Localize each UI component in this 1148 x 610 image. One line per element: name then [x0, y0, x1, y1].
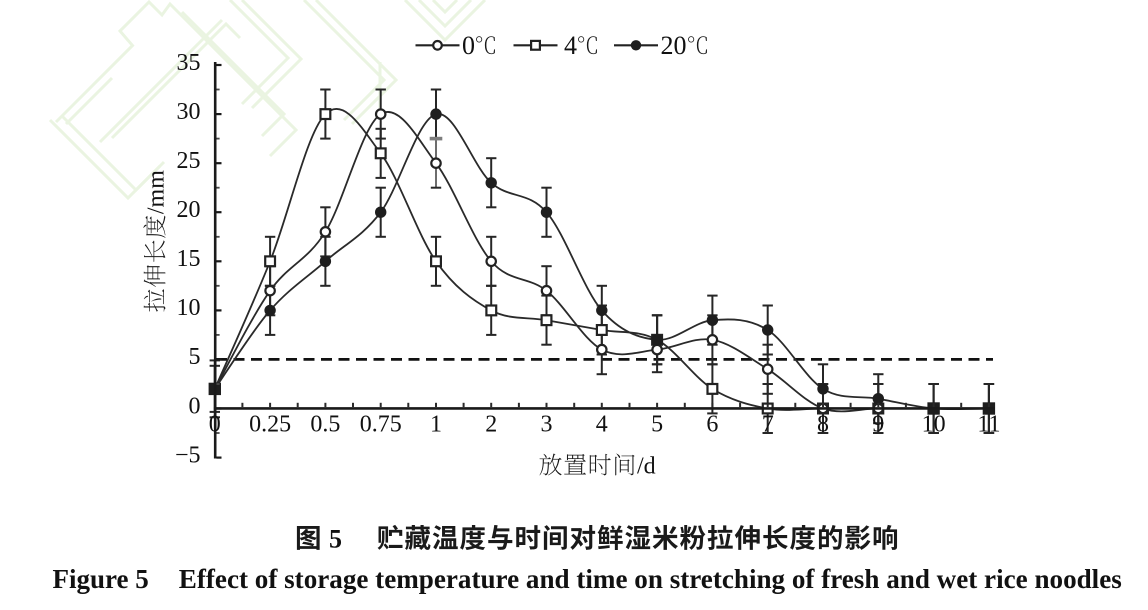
svg-text:11: 11 [977, 412, 1000, 438]
svg-text:0: 0 [189, 393, 201, 419]
svg-text:35: 35 [177, 50, 201, 76]
svg-text:15: 15 [177, 246, 201, 272]
svg-text:5: 5 [189, 344, 201, 370]
svg-text:2: 2 [485, 412, 497, 438]
svg-text:7: 7 [762, 412, 774, 438]
svg-text:5: 5 [651, 412, 663, 438]
svg-text:20: 20 [177, 197, 201, 223]
svg-text:20: 20 [661, 31, 687, 60]
svg-text:30: 30 [177, 99, 201, 125]
svg-text:/d: /d [637, 454, 656, 480]
svg-text:4: 4 [564, 31, 577, 60]
svg-text:25: 25 [177, 148, 201, 174]
svg-text:1: 1 [430, 412, 442, 438]
svg-text:6: 6 [706, 412, 718, 438]
svg-text:5: 5 [329, 525, 342, 554]
svg-text:8: 8 [817, 412, 829, 438]
svg-text:/mm: /mm [144, 170, 170, 214]
svg-text:4: 4 [596, 412, 608, 438]
svg-text:10: 10 [177, 295, 201, 321]
svg-text:0: 0 [209, 412, 221, 438]
svg-text:Effect of storage temperature: Effect of storage temperature and time o… [179, 564, 1122, 594]
svg-text:Figure 5: Figure 5 [53, 564, 149, 594]
svg-text:−5: −5 [175, 442, 201, 468]
svg-text:0.25: 0.25 [249, 412, 291, 438]
svg-text:9: 9 [872, 412, 884, 438]
svg-text:0.5: 0.5 [310, 412, 340, 438]
svg-text:10: 10 [922, 412, 946, 438]
svg-text:0.75: 0.75 [360, 412, 402, 438]
svg-text:0: 0 [462, 31, 475, 60]
svg-text:3: 3 [541, 412, 553, 438]
